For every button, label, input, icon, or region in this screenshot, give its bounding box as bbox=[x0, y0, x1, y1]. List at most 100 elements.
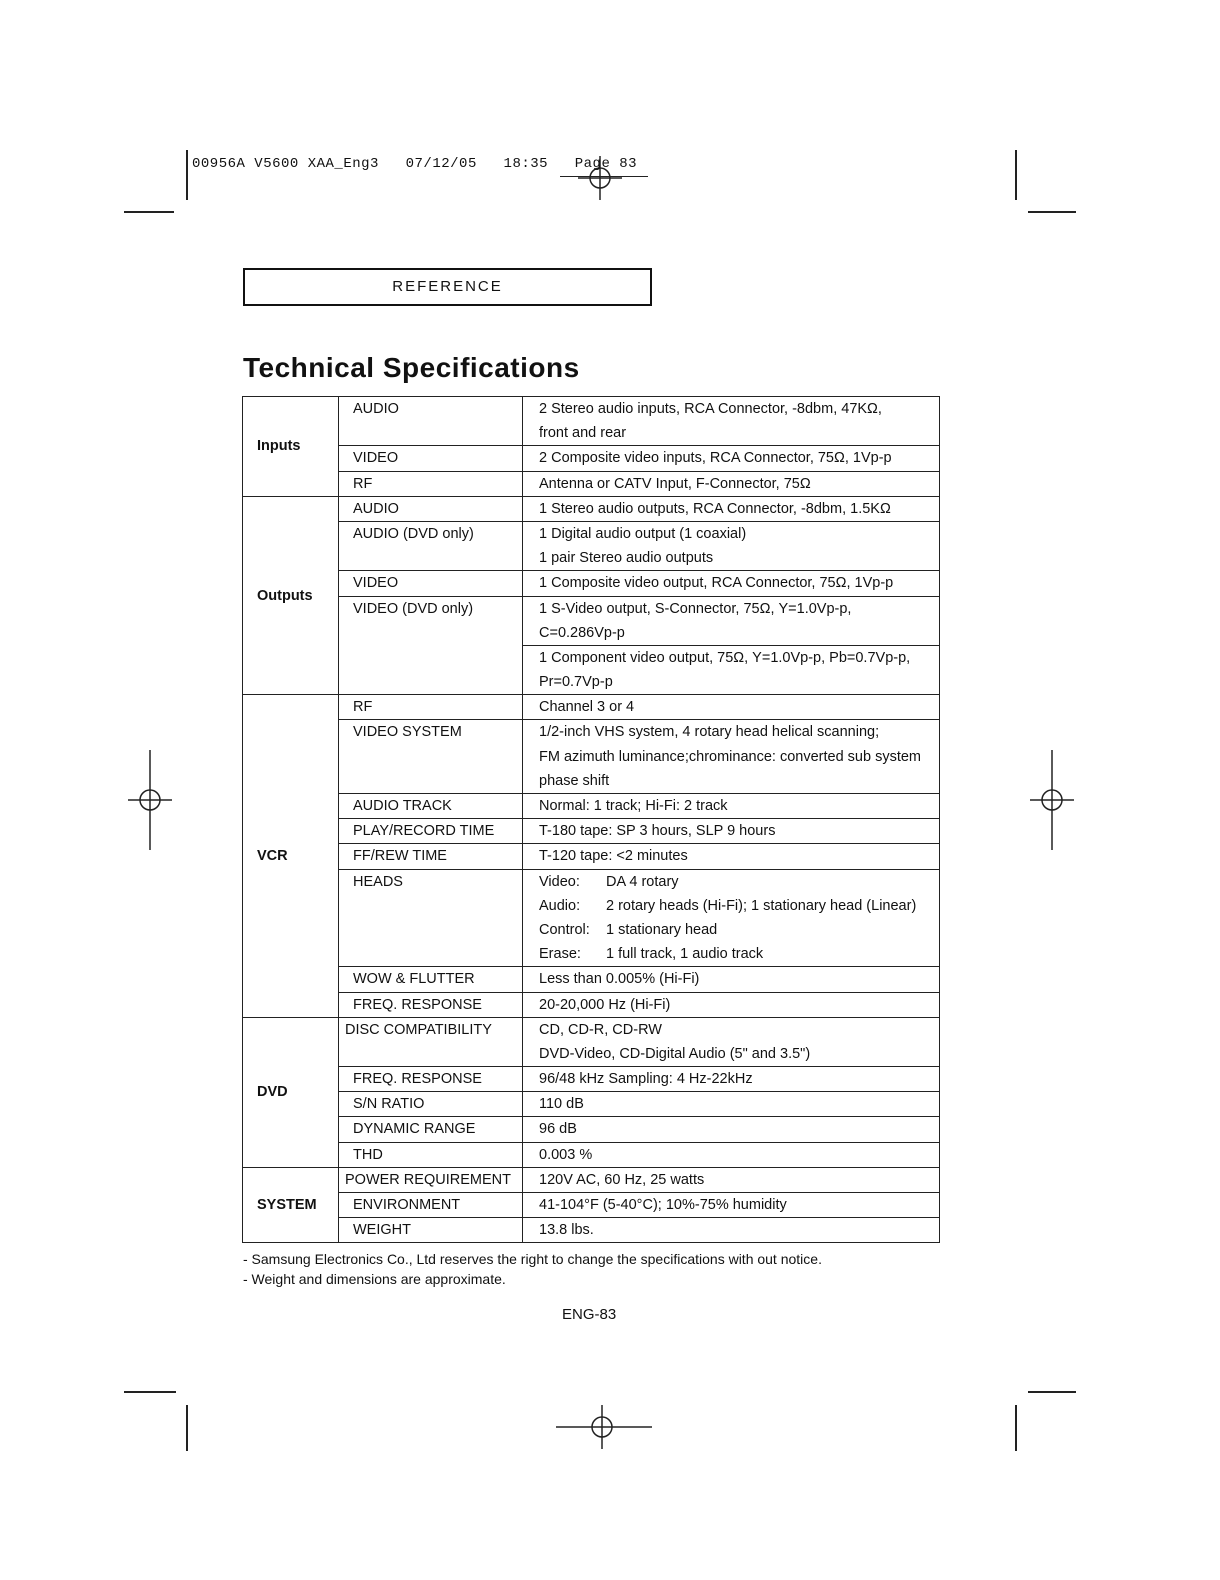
param-label: AUDIO bbox=[353, 500, 399, 517]
table-row: S/N RATIO 110 dB bbox=[243, 1091, 940, 1118]
head-value: 1 stationary head bbox=[606, 921, 718, 938]
param-label: ENVIRONMENT bbox=[353, 1197, 461, 1213]
value-cell: Antenna or CATV Input, F-Connector, 75Ω bbox=[522, 470, 940, 497]
crop-mark bbox=[1015, 1405, 1017, 1451]
value-cell: T-120 tape: <2 minutes bbox=[522, 843, 940, 870]
crop-mark bbox=[186, 150, 188, 200]
table-row: DVD DISC COMPATIBILITY CD, CD-R, CD-RW DVD-… bbox=[242, 1016, 940, 1168]
crop-mark bbox=[1015, 150, 1017, 200]
value-line: 110 dB bbox=[539, 1096, 584, 1113]
crop-mark bbox=[1028, 211, 1076, 213]
registration-mark-icon bbox=[128, 750, 172, 850]
head-value: 2 rotary heads (Hi-Fi); 1 stationary hea… bbox=[606, 897, 917, 914]
table-row: VIDEO (DVD only) 1 S-Video output, S-Conn… bbox=[243, 595, 940, 696]
value-cell: 0.003 % bbox=[522, 1141, 940, 1168]
value-line: Pr=0.7Vp-p bbox=[539, 674, 613, 691]
print-slug: 00956A V5600 XAA_Eng3 07/12/05 18:35 Pag… bbox=[192, 156, 638, 172]
param-label: HEADS bbox=[353, 873, 403, 890]
param-label: DISC COMPATIBILITY bbox=[345, 1021, 492, 1038]
table-row: FF/REW TIME T-120 tape: <2 minutes bbox=[243, 843, 940, 870]
value-line: 1 Digital audio output (1 coaxial) bbox=[539, 525, 747, 542]
value-line: Normal: 1 track; Hi-Fi: 2 track bbox=[539, 798, 728, 814]
head-type: Erase: bbox=[539, 946, 581, 963]
value-line: T-180 tape: SP 3 hours, SLP 9 hours bbox=[539, 823, 776, 840]
value-cell: 96/48 kHz Sampling: 4 Hz-22kHz bbox=[522, 1066, 940, 1093]
table-row: FREQ. RESPONSE 96/48 kHz Sampling: 4 Hz-2… bbox=[243, 1066, 940, 1093]
param-cell: VIDEO SYSTEM bbox=[338, 719, 523, 794]
value-line: CD, CD-R, CD-RW bbox=[539, 1021, 662, 1038]
table-row: RF Antenna or CATV Input, F-Connector, 75… bbox=[243, 470, 940, 497]
param-label: WOW & FLUTTER bbox=[353, 971, 475, 988]
param-cell: FREQ. RESPONSE bbox=[338, 1066, 523, 1093]
param-cell: THD bbox=[338, 1141, 523, 1168]
param-cell: FF/REW TIME bbox=[338, 843, 523, 870]
crop-mark bbox=[186, 1405, 188, 1451]
value-line: 2 Stereo audio inputs, RCA Connector, -8… bbox=[539, 401, 882, 417]
param-cell: AUDIO TRACK bbox=[338, 792, 523, 820]
head-value: DA 4 rotary bbox=[606, 873, 679, 890]
value-line: 1 Composite video output, RCA Connector,… bbox=[539, 575, 894, 592]
group-label: Outputs bbox=[242, 495, 339, 696]
footnote: - Samsung Electronics Co., Ltd reserves … bbox=[243, 1251, 822, 1268]
value-line: DVD-Video, CD-Digital Audio (5" and 3.5"… bbox=[539, 1045, 811, 1062]
value-line: 0.003 % bbox=[539, 1146, 593, 1163]
value-line: 1/2-inch VHS system, 4 rotary head helic… bbox=[539, 724, 880, 741]
table-row: VIDEO 2 Composite video inputs, RCA Conne… bbox=[243, 445, 940, 472]
group-label: VCR bbox=[242, 694, 339, 1018]
group-label: SYSTEM bbox=[242, 1166, 339, 1244]
value-cell: 13.8 lbs. bbox=[522, 1217, 940, 1244]
value-cell: 1 Digital audio output (1 coaxial) 1 pair… bbox=[522, 520, 940, 572]
param-cell: PLAY/RECORD TIME bbox=[338, 818, 523, 845]
value-cell: Video: DA 4 rotary Audio: 2 rotary heads (H… bbox=[522, 868, 940, 968]
param-cell: FREQ. RESPONSE bbox=[338, 991, 523, 1018]
head-type: Video: bbox=[539, 873, 580, 890]
param-cell: WOW & FLUTTER bbox=[338, 966, 523, 993]
value-line: 96/48 kHz Sampling: 4 Hz-22kHz bbox=[539, 1071, 753, 1088]
table-row: Inputs AUDIO 2 Stereo audio inputs, RCA Co… bbox=[242, 395, 940, 497]
param-label: VIDEO bbox=[353, 575, 399, 592]
param-label: VIDEO SYSTEM bbox=[353, 724, 462, 741]
value-cell: Channel 3 or 4 bbox=[522, 694, 940, 721]
value-cell: 1 Composite video output, RCA Connector,… bbox=[522, 570, 940, 597]
spec-table: Inputs AUDIO 2 Stereo audio inputs, RCA Co… bbox=[242, 395, 940, 1244]
param-cell: VIDEO bbox=[338, 570, 523, 597]
param-label: S/N RATIO bbox=[353, 1096, 425, 1113]
table-row: Outputs AUDIO 1 Stereo audio outputs, RCA … bbox=[242, 495, 940, 696]
table-row: SYSTEM POWER REQUIREMENT 120V AC, 60 Hz, 2… bbox=[242, 1166, 940, 1244]
value-line: T-120 tape: <2 minutes bbox=[539, 848, 688, 865]
param-label: DYNAMIC RANGE bbox=[353, 1121, 476, 1138]
param-label: FREQ. RESPONSE bbox=[353, 996, 482, 1013]
value-line: 1 pair Stereo audio outputs bbox=[539, 550, 714, 567]
section-header-box: REFERENCE bbox=[243, 268, 652, 306]
table-row: ENVIRONMENT 41-104°F (5-40°C); 10%-75% hu… bbox=[243, 1191, 940, 1219]
table-row: WEIGHT 13.8 lbs. bbox=[243, 1217, 940, 1244]
value-cell: 41-104°F (5-40°C); 10%-75% humidity bbox=[522, 1191, 940, 1219]
param-label: FF/REW TIME bbox=[353, 848, 447, 865]
content-column: Inputs AUDIO 2 Stereo audio inputs, RCA Co… bbox=[242, 395, 940, 1325]
param-cell: WEIGHT bbox=[338, 1217, 523, 1244]
param-label: VIDEO bbox=[353, 450, 399, 467]
value-line: 1 S-Video output, S-Connector, 75Ω, Y=1.… bbox=[539, 600, 852, 617]
value-line: front and rear bbox=[539, 425, 627, 442]
crop-mark bbox=[1028, 1391, 1076, 1393]
value-line: Antenna or CATV Input, F-Connector, 75Ω bbox=[539, 475, 811, 492]
param-cell: POWER REQUIREMENT bbox=[338, 1166, 523, 1194]
page-title: Technical Specifications bbox=[243, 352, 580, 383]
head-line: Audio: 2 rotary heads (Hi-Fi); 1 stationa… bbox=[539, 894, 939, 918]
param-cell: VIDEO bbox=[338, 445, 523, 472]
param-cell: ENVIRONMENT bbox=[338, 1191, 523, 1219]
value-cell: Normal: 1 track; Hi-Fi: 2 track bbox=[522, 792, 940, 820]
param-label: PLAY/RECORD TIME bbox=[353, 823, 495, 840]
registration-mark-icon bbox=[578, 156, 622, 200]
slug-underline bbox=[560, 176, 648, 177]
param-cell: DYNAMIC RANGE bbox=[338, 1116, 523, 1143]
value-cell: 120V AC, 60 Hz, 25 watts bbox=[522, 1166, 940, 1194]
value-cell: 20-20,000 Hz (Hi-Fi) bbox=[522, 991, 940, 1018]
table-row: AUDIO (DVD only) 1 Digital audio output (… bbox=[243, 520, 940, 572]
param-label: AUDIO TRACK bbox=[353, 798, 452, 814]
section-label: REFERENCE bbox=[392, 278, 503, 295]
head-value: 1 full track, 1 audio track bbox=[606, 946, 764, 963]
param-label: FREQ. RESPONSE bbox=[353, 1071, 482, 1088]
group-label: DVD bbox=[242, 1016, 339, 1168]
param-cell: AUDIO bbox=[338, 395, 523, 447]
